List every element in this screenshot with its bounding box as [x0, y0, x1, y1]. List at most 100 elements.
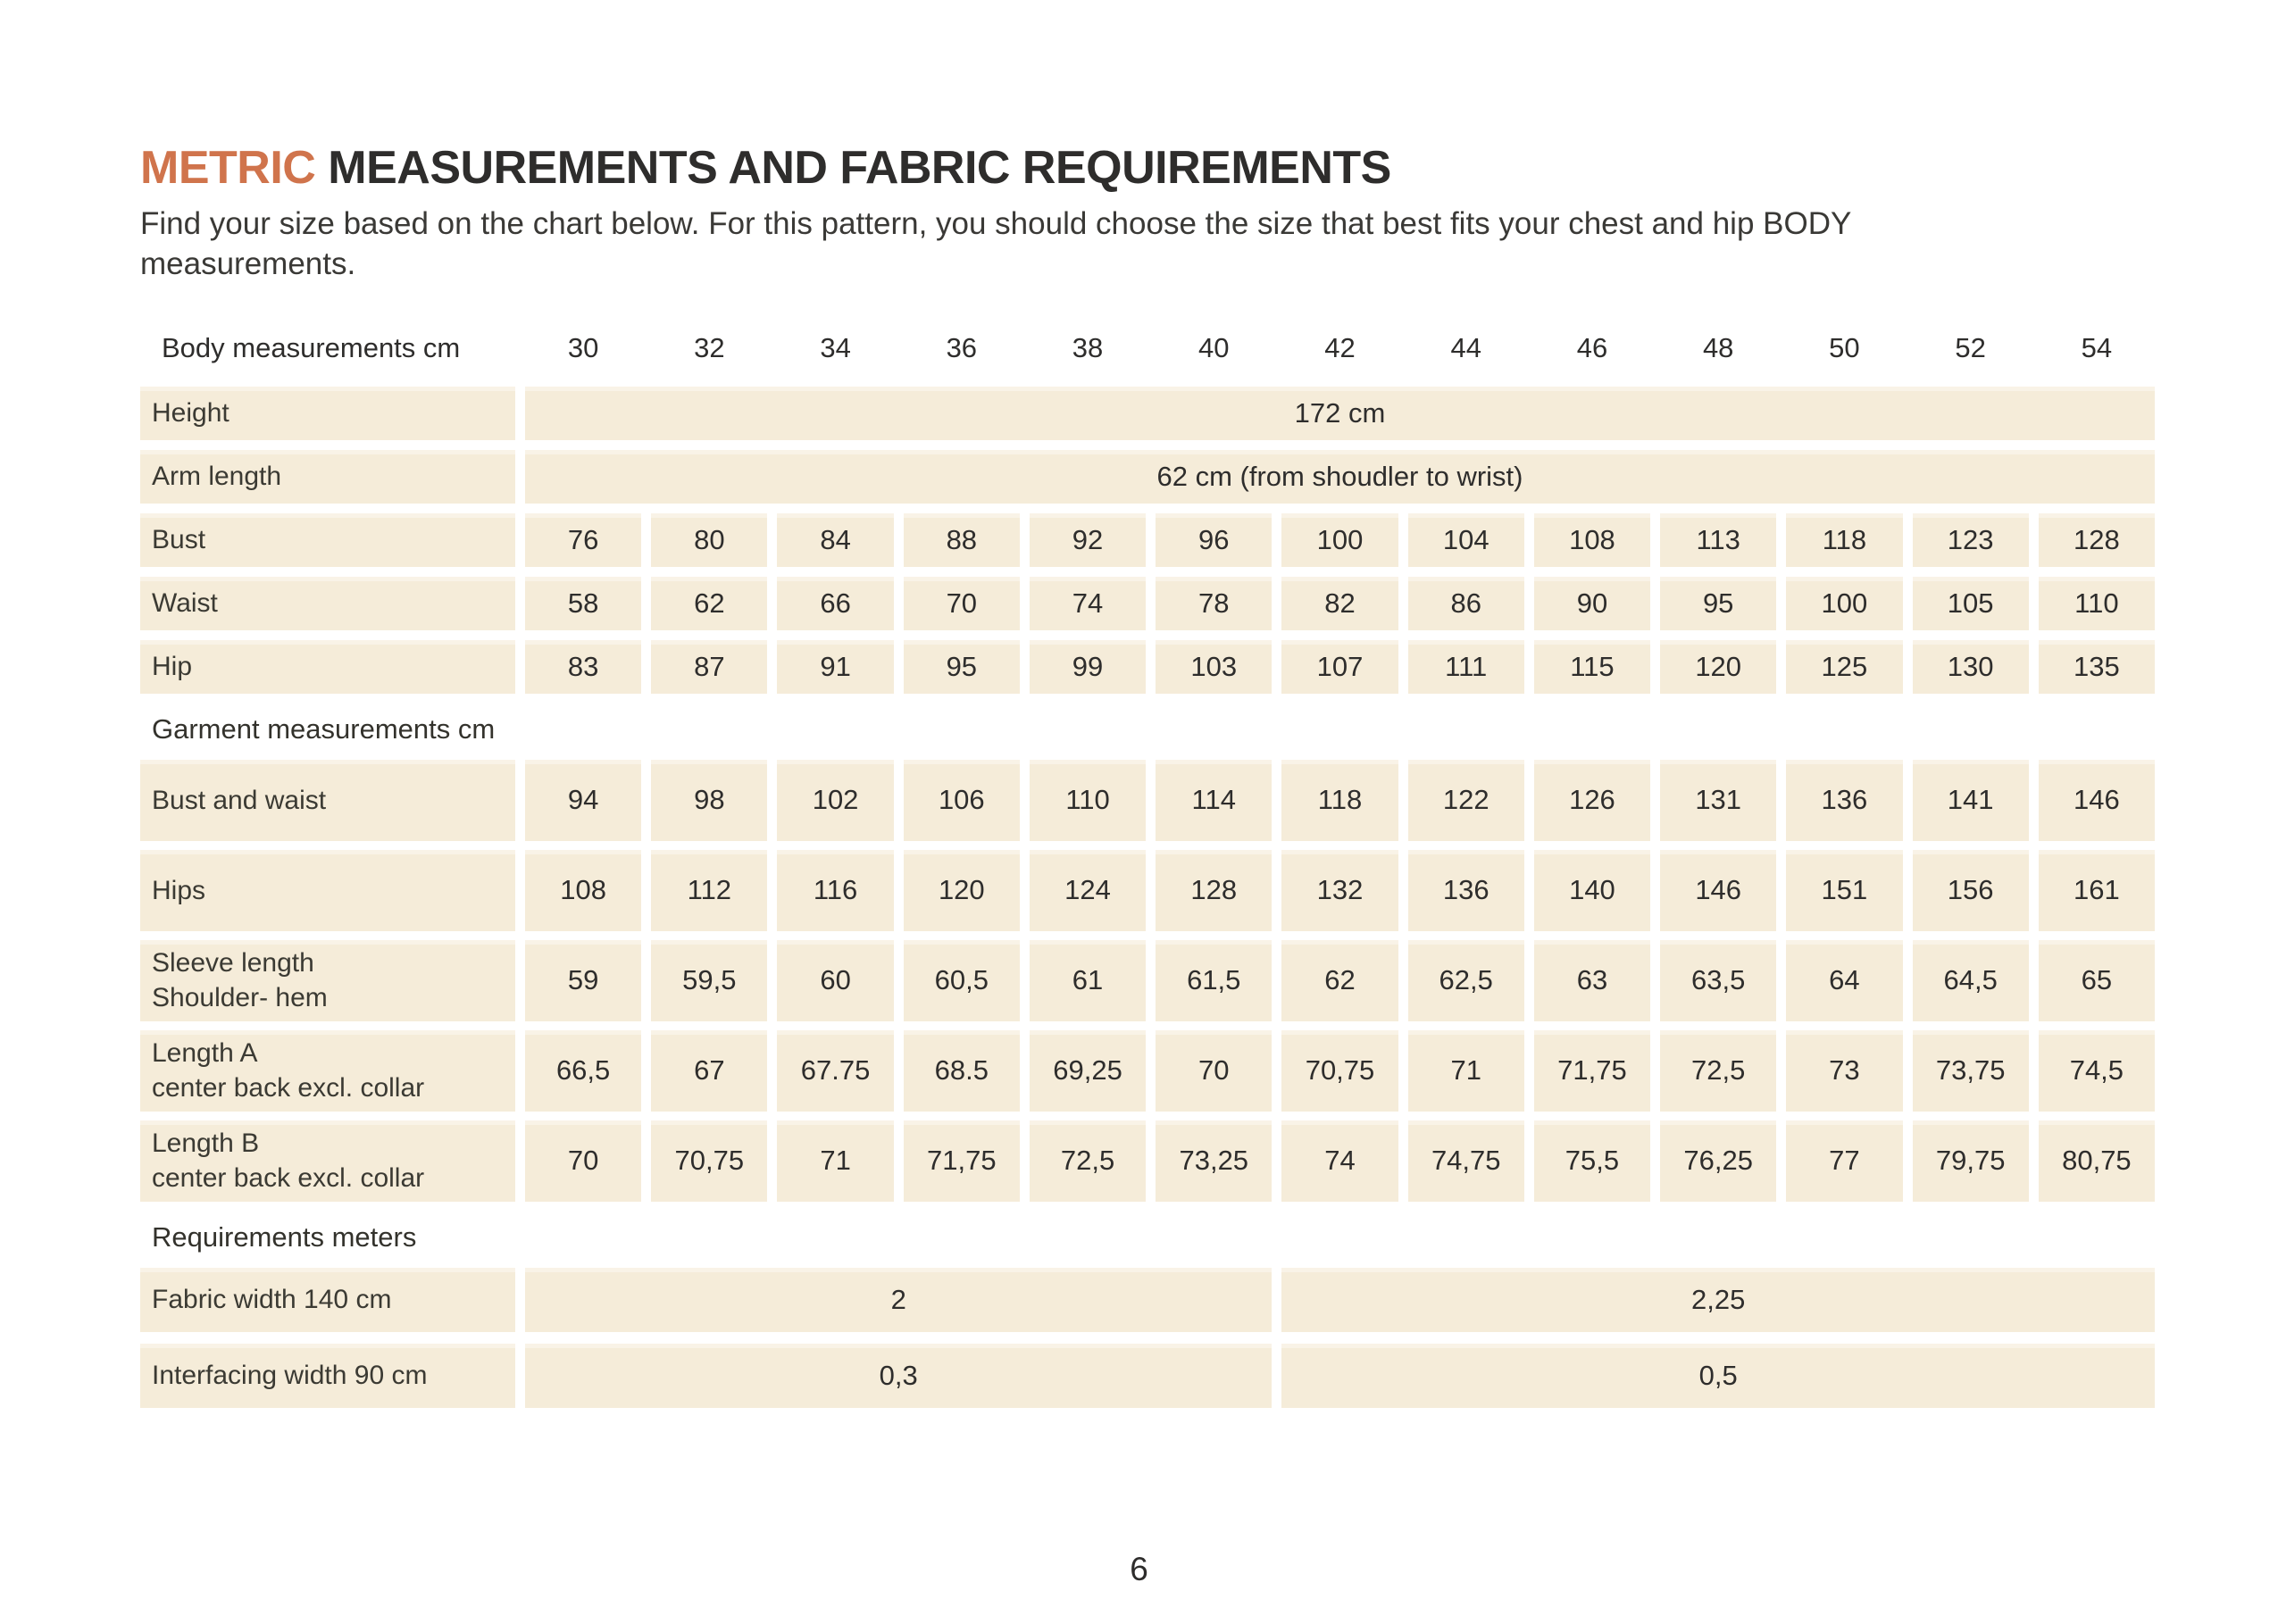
intro-text: Find your size based on the chart below.…	[140, 204, 2171, 285]
row-label: Fabric width 140 cm	[152, 1285, 392, 1315]
measurement-value-cell: 66	[777, 576, 894, 630]
measurement-value-cell: 62,5	[1407, 939, 1524, 1021]
measurement-value-cell: 72,5	[1660, 1029, 1777, 1112]
row-label: Sleeve length	[152, 948, 314, 979]
measurement-value-cell: 110	[1029, 759, 1147, 841]
measurement-value-cell: 73	[1786, 1029, 1903, 1112]
measurement-value-cell: 88	[903, 512, 1020, 567]
measurement-value-cell: 136	[1786, 759, 1903, 841]
measurement-value-cell: 108	[525, 849, 642, 931]
measurement-value-cell: 73,75	[1912, 1029, 2029, 1112]
measurement-value-cell: 76	[525, 512, 642, 567]
measurement-value-cell: 98	[651, 759, 768, 841]
measurement-value-cell: 63	[1533, 939, 1651, 1021]
row-label-cell: Bust	[140, 512, 515, 567]
measurement-value-cell: 75,5	[1533, 1120, 1651, 1202]
row-label-cell: Sleeve length Shoulder- hem	[140, 939, 515, 1021]
table-row: Arm length 62 cm (from shoudler to wrist)	[140, 449, 2155, 504]
measurement-value-cell: 74,75	[1407, 1120, 1524, 1202]
row-label-cell: Fabric width 140 cm	[140, 1267, 515, 1332]
measurement-value-cell: 70	[903, 576, 1020, 630]
row-label: Hip	[152, 652, 193, 682]
measurement-value-cell: 67.75	[777, 1029, 894, 1112]
measurement-value-cell: 80	[651, 512, 768, 567]
row-sublabel: center back excl. collar	[152, 1073, 425, 1103]
size-column-header: 34	[820, 331, 851, 363]
measurement-value-cell: 63,5	[1660, 939, 1777, 1021]
size-header-row: Body measurements cm 30 32 34 36 38 40 42 44 46 48…	[140, 328, 2155, 369]
row-label-cell: Bust and waist	[140, 759, 515, 841]
row-label: Hips	[152, 875, 206, 905]
measurement-value-cell: 108	[1533, 512, 1651, 567]
measurement-value-cell: 71	[1407, 1029, 1524, 1112]
size-column-header: 52	[1955, 331, 1986, 363]
measurement-value-cell: 100	[1786, 576, 1903, 630]
measurement-value-cell: 74,5	[2038, 1029, 2155, 1112]
measurement-value-cell: 114	[1156, 759, 1273, 841]
measurement-value-cell: 123	[1912, 512, 2029, 567]
measurement-value-cell: 95	[1660, 576, 1777, 630]
measurement-value-cell: 146	[2038, 759, 2155, 841]
measurement-value-cell: 113	[1660, 512, 1777, 567]
row-label: Length A	[152, 1038, 258, 1069]
row-label-cell: Length B center back excl. collar	[140, 1120, 515, 1202]
row-sublabel: Shoulder- hem	[152, 983, 328, 1013]
size-column-header: 44	[1450, 331, 1481, 363]
measurement-value-cell: 90	[1533, 576, 1651, 630]
size-column-header: 38	[1072, 331, 1104, 363]
measurement-value-cell: 104	[1407, 512, 1524, 567]
measurement-value-cell: 122	[1407, 759, 1524, 841]
page-title-highlight: METRIC	[140, 142, 316, 194]
size-column-header: 30	[567, 331, 599, 363]
row-label: Waist	[152, 588, 218, 619]
row-label-cell: Arm length	[140, 449, 515, 504]
measurement-value-cell: 130	[1912, 639, 2029, 694]
intro-line-2: measurements.	[140, 246, 356, 281]
measurement-value-cell: 70	[1156, 1029, 1273, 1112]
table-row: Interfacing width 90 cm 0,3 0,5	[140, 1343, 2155, 1408]
table-row: Fabric width 140 cm 2 2,25	[140, 1267, 2155, 1332]
row-label: Arm length	[152, 462, 282, 492]
measurement-value-cell: 110	[2038, 576, 2155, 630]
row-label-cell: Hips	[140, 849, 515, 931]
measurement-value-cell: 107	[1281, 639, 1398, 694]
measurement-value-cell: 58	[525, 576, 642, 630]
measurement-value-cell: 74	[1029, 576, 1147, 630]
measurement-value-cell: 116	[777, 849, 894, 931]
measurement-value-cell: 61,5	[1156, 939, 1273, 1021]
measurement-value-cell: 151	[1786, 849, 1903, 931]
requirement-value-cell: 2	[525, 1267, 1273, 1332]
measurement-value-cell: 65	[2038, 939, 2155, 1021]
page-title: METRIC MEASUREMENTS AND FABRIC REQUIREME…	[140, 143, 2171, 193]
measurement-value-cell: 62	[1281, 939, 1398, 1021]
measurement-value-cell: 102	[777, 759, 894, 841]
measurement-value-cell: 60,5	[903, 939, 1020, 1021]
measurement-value-cell: 126	[1533, 759, 1651, 841]
measurement-value-cell: 132	[1281, 849, 1398, 931]
measurement-value-cell: 70	[525, 1120, 642, 1202]
measurement-value-cell: 118	[1281, 759, 1398, 841]
measurement-value-cell: 128	[2038, 512, 2155, 567]
measurement-value-cell: 91	[777, 639, 894, 694]
size-column-header: 36	[946, 331, 978, 363]
row-label-cell: Length A center back excl. collar	[140, 1029, 515, 1112]
requirement-value-cell: 0,3	[525, 1343, 1273, 1408]
measurement-value-cell: 71	[777, 1120, 894, 1202]
table-row: Hip 83 87 91 95 99 103 107 111 115 120 125 130 135	[140, 639, 2155, 694]
table-row: Bust and waist 94 98 102 106 110 114 118 122 126 1…	[140, 759, 2155, 841]
measurement-value-cell: 125	[1786, 639, 1903, 694]
table-row: Sleeve length Shoulder- hem 59 59,5 60 60,5 61…	[140, 939, 2155, 1021]
measurement-value-cell: 74	[1281, 1120, 1398, 1202]
measurement-value-cell: 140	[1533, 849, 1651, 931]
measurement-value-cell: 124	[1029, 849, 1147, 931]
size-column-header: 32	[694, 331, 725, 363]
measurement-value-cell: 92	[1029, 512, 1147, 567]
measurement-value-cell: 128	[1156, 849, 1273, 931]
requirement-value-cell: 2,25	[1281, 1267, 2155, 1332]
measurement-value-cell: 118	[1786, 512, 1903, 567]
page-header: METRIC MEASUREMENTS AND FABRIC REQUIREME…	[0, 0, 2278, 285]
table-row: Height 172 cm	[140, 386, 2155, 440]
row-label-cell: Interfacing width 90 cm	[140, 1343, 515, 1408]
